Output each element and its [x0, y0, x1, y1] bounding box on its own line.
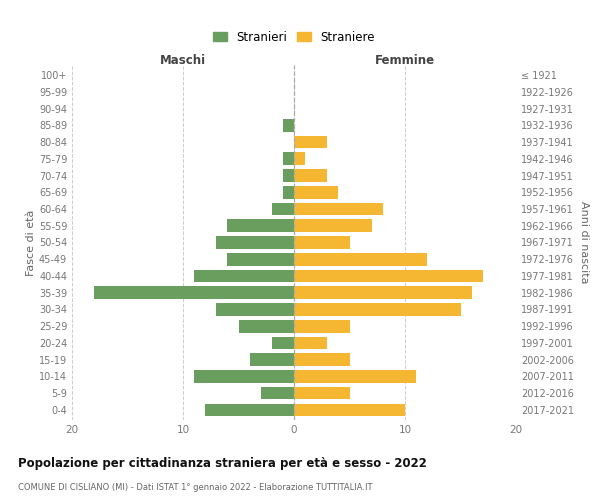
Bar	[294, 202, 383, 215]
Bar	[216, 236, 294, 249]
Bar	[194, 370, 294, 382]
Y-axis label: Fasce di età: Fasce di età	[26, 210, 36, 276]
Bar	[272, 202, 294, 215]
Text: Popolazione per cittadinanza straniera per età e sesso - 2022: Popolazione per cittadinanza straniera p…	[18, 458, 427, 470]
Bar	[294, 169, 328, 182]
Legend: Stranieri, Straniere: Stranieri, Straniere	[211, 28, 377, 46]
Bar	[272, 336, 294, 349]
Bar	[294, 336, 328, 349]
Bar	[294, 152, 305, 165]
Bar	[294, 253, 427, 266]
Bar	[227, 253, 294, 266]
Bar	[294, 236, 349, 249]
Bar	[283, 186, 294, 198]
Text: COMUNE DI CISLIANO (MI) - Dati ISTAT 1° gennaio 2022 - Elaborazione TUTTITALIA.I: COMUNE DI CISLIANO (MI) - Dati ISTAT 1° …	[18, 482, 373, 492]
Bar	[294, 220, 372, 232]
Bar	[294, 136, 328, 148]
Text: Femmine: Femmine	[375, 54, 435, 66]
Bar	[294, 354, 349, 366]
Bar	[294, 303, 461, 316]
Bar	[294, 387, 349, 400]
Bar	[294, 186, 338, 198]
Bar	[250, 354, 294, 366]
Bar	[294, 404, 405, 416]
Bar	[216, 303, 294, 316]
Text: Maschi: Maschi	[160, 54, 206, 66]
Bar	[294, 270, 483, 282]
Bar	[283, 169, 294, 182]
Bar	[260, 387, 294, 400]
Bar	[294, 286, 472, 299]
Bar	[283, 152, 294, 165]
Bar	[294, 320, 349, 332]
Bar	[194, 270, 294, 282]
Bar	[239, 320, 294, 332]
Bar	[205, 404, 294, 416]
Bar	[94, 286, 294, 299]
Y-axis label: Anni di nascita: Anni di nascita	[580, 201, 589, 284]
Bar	[294, 370, 416, 382]
Bar	[227, 220, 294, 232]
Bar	[283, 119, 294, 132]
